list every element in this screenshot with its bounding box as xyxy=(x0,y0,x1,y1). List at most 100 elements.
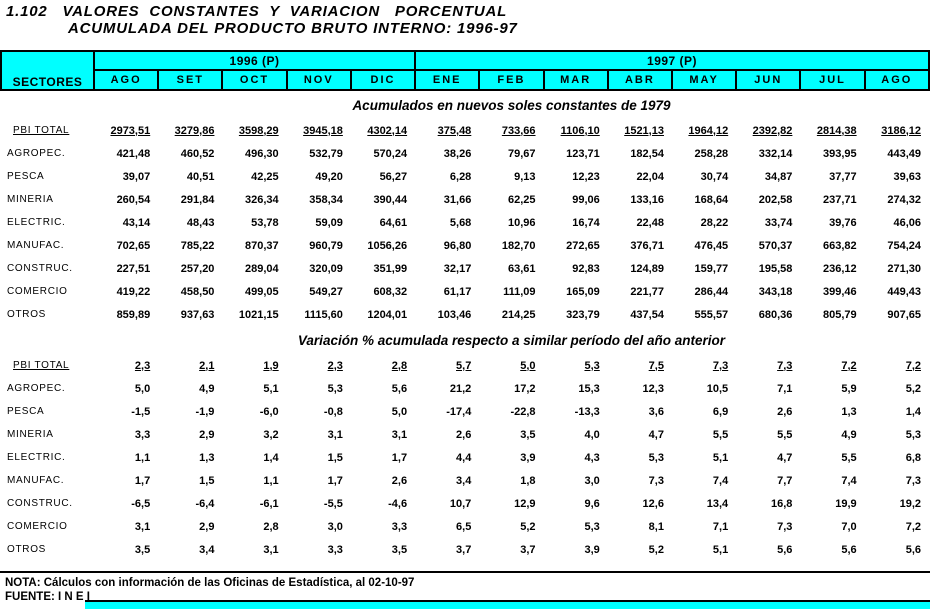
value-cell: 1,7 xyxy=(391,451,408,464)
value-cell: 5,68 xyxy=(449,216,472,229)
value-cell: 859,89 xyxy=(116,308,151,321)
value-cell: 19,9 xyxy=(835,497,857,510)
value-cell: 7,3 xyxy=(648,474,664,487)
value-cell: 499,05 xyxy=(245,285,279,298)
month-header: JUL xyxy=(799,69,866,91)
value-cell: 7,0 xyxy=(841,520,857,533)
month-header: ABR xyxy=(606,69,673,91)
value-cell: 133,16 xyxy=(630,193,664,206)
value-cell: 4,9 xyxy=(841,428,857,441)
value-cell: 16,8 xyxy=(770,497,793,510)
month-header: DIC xyxy=(349,69,417,91)
value-cell: 1,1 xyxy=(263,474,279,487)
value-cell: 2,1 xyxy=(199,359,215,372)
table-row: COMERCIO 3,1 2,9 2,8 3,0 3,3 6,5 5,2 5,3 8,1 7,1 7,… xyxy=(1,515,929,538)
value-cell: 13,4 xyxy=(706,497,729,510)
sector-label: PESCA xyxy=(7,406,45,417)
section-subtitle-row: Variación % acumulada respecto a similar… xyxy=(1,326,929,354)
value-cell: 6,9 xyxy=(712,405,729,418)
value-cell: 358,34 xyxy=(309,193,343,206)
value-cell: 3,1 xyxy=(327,428,343,441)
value-cell: 12,9 xyxy=(514,497,536,510)
value-cell: 5,9 xyxy=(841,382,857,395)
value-cell: 12,6 xyxy=(642,497,664,510)
value-cell: 476,45 xyxy=(694,239,729,252)
value-cell: 5,6 xyxy=(841,543,857,556)
sector-label: AGROPEC. xyxy=(7,148,66,159)
value-cell: 1106,10 xyxy=(560,124,600,137)
value-cell: 320,09 xyxy=(309,262,343,275)
value-cell: 7,1 xyxy=(777,382,793,395)
value-cell: 937,63 xyxy=(180,308,215,321)
value-cell: 1,4 xyxy=(263,451,279,464)
value-cell: 496,30 xyxy=(245,147,279,160)
value-cell: 3,3 xyxy=(391,520,408,533)
value-cell: -13,3 xyxy=(574,405,600,418)
value-cell: 680,36 xyxy=(758,308,793,321)
value-cell: 375,48 xyxy=(437,124,472,137)
table-row: OTROS 859,89 937,63 1021,15 1115,60 1204,01 10… xyxy=(1,303,929,326)
title-line-1: 1.102 VALORES CONSTANTES Y VARIACION POR… xyxy=(6,3,508,20)
table-row: PESCA 39,07 40,51 42,25 49,20 56,27 6,28 9,13 12… xyxy=(1,165,929,188)
table-row: PESCA -1,5 -1,9 -6,0 -0,8 5,0 -17,4 -22,8 -13,3 3… xyxy=(1,400,929,423)
value-cell: 46,06 xyxy=(893,216,921,229)
value-cell: 437,54 xyxy=(630,308,664,321)
value-cell: 3,5 xyxy=(391,543,408,556)
table-row: ELECTRIC. 1,1 1,3 1,4 1,5 1,7 4,4 3,9 4,3 5,3 5,1 4… xyxy=(1,446,929,469)
value-cell: 7,4 xyxy=(712,474,729,487)
value-cell: 182,70 xyxy=(501,239,536,252)
value-cell: 2,3 xyxy=(134,359,151,372)
table-row: MANUFAC. 1,7 1,5 1,1 1,7 2,6 3,4 1,8 3,0 7,3 7,4 7,… xyxy=(1,469,929,492)
table-row: MINERIA 260,54 291,84 326,34 358,34 390,44 31,… xyxy=(1,188,929,211)
value-cell: 2,9 xyxy=(199,428,215,441)
value-cell: 3,5 xyxy=(520,428,536,441)
section-subtitle: Variación % acumulada respecto a similar… xyxy=(297,332,726,348)
month-header: MAR xyxy=(542,69,609,91)
value-cell: 159,77 xyxy=(694,262,729,275)
month-header: ENE xyxy=(414,69,481,91)
value-cell: 274,32 xyxy=(887,193,921,206)
value-cell: 289,04 xyxy=(245,262,279,275)
value-cell: 4,0 xyxy=(584,428,600,441)
value-cell: 3,0 xyxy=(327,520,343,533)
value-cell: 3,3 xyxy=(134,428,151,441)
value-cell: 5,6 xyxy=(905,543,921,556)
value-cell: 4,3 xyxy=(584,451,600,464)
value-cell: 702,65 xyxy=(116,239,151,252)
value-cell: 39,07 xyxy=(122,170,151,183)
value-cell: 1204,01 xyxy=(367,308,408,321)
table-row: AGROPEC. 421,48 460,52 496,30 532,79 570,24 38… xyxy=(1,142,929,165)
value-cell: -6,0 xyxy=(259,405,279,418)
table-body: Acumulados en nuevos soles constantes de… xyxy=(1,90,929,561)
month-header: AGO xyxy=(92,69,160,91)
table-row: CONSTRUC. -6,5 -6,4 -6,1 -5,5 -4,6 10,7 12,9 9,6… xyxy=(1,492,929,515)
value-cell: 3,1 xyxy=(134,520,151,533)
value-cell: 63,61 xyxy=(508,262,536,275)
value-cell: 5,3 xyxy=(905,428,921,441)
value-cell: 5,7 xyxy=(456,359,472,372)
value-cell: 5,0 xyxy=(391,405,408,418)
value-cell: 257,20 xyxy=(180,262,215,275)
pbi-table: SECTORES 1996 (P) 1997 (P) AGO SET OCT NOV DIC E… xyxy=(0,50,930,561)
value-cell: 3,6 xyxy=(648,405,664,418)
value-cell: 64,61 xyxy=(379,216,408,229)
value-cell: 1521,13 xyxy=(624,124,664,137)
value-cell: 5,6 xyxy=(391,382,408,395)
value-cell: 805,79 xyxy=(822,308,857,321)
title-line-2: ACUMULADA DEL PRODUCTO BRUTO INTERNO: 19… xyxy=(68,20,518,37)
value-cell: 323,79 xyxy=(566,308,600,321)
value-cell: 182,54 xyxy=(630,147,664,160)
table-row: PBI TOTAL 2,3 2,1 1,9 2,3 2,8 5,7 5,0 5,3 7,5 7,3 7… xyxy=(1,354,929,377)
value-cell: 458,50 xyxy=(180,285,215,298)
footer-nota: NOTA: Cálculos con información de las Of… xyxy=(5,577,415,589)
value-cell: 286,44 xyxy=(694,285,729,298)
value-cell: 32,17 xyxy=(443,262,472,275)
value-cell: 124,89 xyxy=(630,262,664,275)
value-cell: 19,2 xyxy=(899,497,921,510)
value-cell: 326,34 xyxy=(245,193,279,206)
value-cell: 1,7 xyxy=(134,474,151,487)
value-cell: 39,63 xyxy=(893,170,921,183)
value-cell: 34,87 xyxy=(764,170,793,183)
year-group-header: 1996 (P) xyxy=(92,50,417,71)
value-cell: -5,5 xyxy=(323,497,343,510)
